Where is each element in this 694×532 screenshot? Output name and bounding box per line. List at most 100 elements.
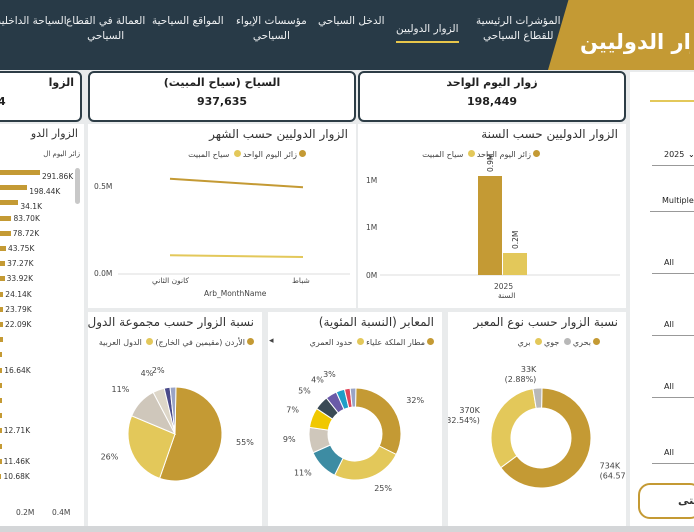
pie-label: 11% [112,385,130,394]
country-bar[interactable] [0,215,12,221]
country-bar[interactable] [0,352,3,358]
scrollbar[interactable] [75,168,80,204]
legend-overnight-dot [299,150,306,157]
pie-label: 5% [298,386,311,395]
pie-slice [127,415,176,480]
country-bar-label: 23.79K [5,304,32,314]
pie-label: 2% [152,366,165,375]
country-bar[interactable] [0,458,2,464]
line-xlabel: Arb_MonthName [204,289,267,298]
month-line-panel: الزوار الدوليين حسب الشهر زائر اليوم الو… [88,124,356,308]
kpi-value-total: 4 [0,95,6,108]
year-legend-day: زائر اليوم الواحد [476,150,531,159]
ct-legend-1: جوي [544,338,560,347]
cg-legend-0-dot [247,338,254,345]
kpi-card-total: الزوا 4 [0,71,82,122]
apply-button[interactable]: حتى [638,483,694,519]
country-bar[interactable] [0,246,6,251]
kpi-card-overnight: السياح (سياح المبيت) 937,635 [88,71,356,122]
country-bar[interactable] [0,261,6,267]
country-bar[interactable] [0,276,5,282]
pie-label: 32% [406,396,424,405]
tab-1[interactable]: الزوار الدوليين [396,22,459,43]
pie-label: 11% [294,469,312,478]
pie-label: (64.57%) [600,471,626,480]
kpi-card-day: زوار اليوم الواحد 198,449 [358,71,626,122]
legend-scroll-arrow[interactable]: ◂ [269,336,274,346]
tab-2[interactable]: الدخل السياحي [318,14,385,29]
country-bar-label: 78.72K [12,228,40,238]
tab-label-line2: السياحي [87,30,125,42]
country-group-pie: 55% 26% 11% 4%2% [101,366,254,482]
country-bar[interactable] [0,382,3,388]
country-bar-label: 33.92K [6,274,34,284]
filter-all-4[interactable]: All [652,444,694,464]
crossing-panel: المعابر (النسبة المئوية) مطار الملكة علي… [268,312,442,526]
country-bar[interactable] [0,474,2,479]
country-bar-label: 291.86K [42,172,74,181]
country-bar-label: 10.68K [3,472,30,481]
country-bar[interactable] [0,230,11,236]
line-xtick-feb: شباط [292,276,310,285]
tab-4[interactable]: المواقع السياحية [152,14,224,29]
year-legend-overnight-dot [533,150,540,157]
tab-label: المؤشرات الرئيسية [476,15,561,27]
cr-legend-0-dot [427,338,434,345]
filter-all-1[interactable]: All [652,254,694,274]
country-bar[interactable] [0,337,3,343]
ct-legend-0-dot [593,338,600,345]
filter-all-3[interactable]: All [652,378,694,398]
country-bar[interactable] [0,367,3,373]
year-bar-1 [503,253,527,275]
country-bar[interactable] [0,413,2,419]
ct-legend-1-dot [535,338,543,345]
pie-slice [532,387,543,409]
country-bar[interactable] [0,185,28,191]
country-bar-label: 22.09K [5,320,32,329]
year-legend-day-dot [467,150,475,157]
pie-slice [169,386,177,435]
chevron-down-icon: ⌄ [688,150,694,159]
country-bar-label: 11.46K [3,456,30,466]
tab-label: المواقع السياحية [152,15,224,27]
title-banner [548,0,694,70]
country-bar[interactable] [0,398,2,403]
pie-label: 370K [459,406,480,415]
page-title: الزوار الدوليين [580,30,690,54]
cr-legend-1: مطار الملكة علياء [366,338,425,347]
cg-legend-0: الدول العربية [98,338,142,347]
year-filter[interactable]: 2025 [652,146,694,166]
tab-0[interactable]: المؤشرات الرئيسية للقطاع السياحي [476,14,561,44]
pie-slice [500,387,592,489]
country-bar-label: 34.1K [20,202,42,212]
bottom-scrollbar[interactable] [0,526,694,532]
tab-3[interactable]: مؤسسات الإيواء السياحي [236,14,307,44]
cg-legend-1-dot [146,338,154,345]
pie-label: 55% [236,438,254,447]
filter-accent [650,100,694,102]
year-bar-0 [478,176,502,275]
tab-6[interactable]: السياحة الداخلية [0,14,67,29]
multiple-select-filter[interactable]: Multiple sel [650,192,694,212]
pie-label: (2.88%) [505,375,537,384]
tab-label: الدخل السياحي [318,15,385,27]
crossing-donut: 32% 25% 11% 9% 7% 5%4%3% [283,370,425,493]
country-bar[interactable] [0,322,4,327]
year-legend: زائر اليوم الواحد سياح المبيت [422,150,542,159]
filter-all-2[interactable]: All [652,316,694,336]
country-bar[interactable] [0,428,2,434]
country-bar[interactable] [0,306,4,312]
year-bar-panel: الزوار الدوليين حسب السنة زائر اليوم الو… [358,124,626,308]
kpi-value-day: 198,449 [466,95,518,108]
tab-label: مؤسسات الإيواء [236,15,307,27]
country-bar[interactable] [0,170,40,175]
tab-5[interactable]: العمالة في القطاع السياحي [66,14,145,44]
country-bar[interactable] [0,200,19,206]
kpi-label-overnight: السياح (سياح المبيت) [163,76,281,89]
year-xlabel: السنة [498,291,516,300]
crossing-type-donut: 734K(64.57%) 370K(32.54%) 33K(2.88%) [448,365,626,489]
country-bar[interactable] [0,443,2,449]
line-chart-title: الزوار الدوليين حسب الشهر [209,127,348,141]
country-bar[interactable] [0,291,4,297]
pie-slice [490,388,537,469]
